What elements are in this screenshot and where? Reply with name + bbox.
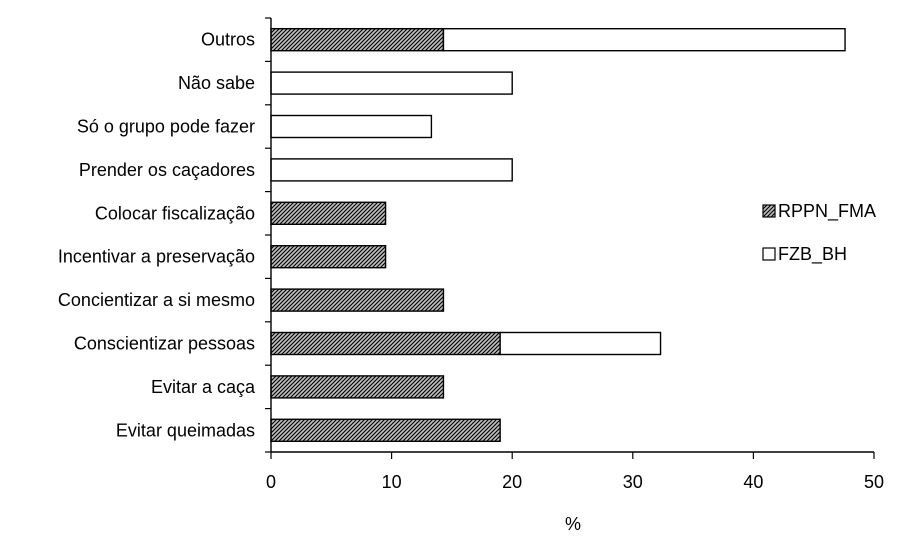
bar-rppn-fma-concientizar-a-si-mesmo <box>270 288 445 312</box>
category-label-conscientizar-pessoas: Conscientizar pessoas <box>74 334 255 354</box>
labels-layer: Outros Não sabe Só o grupo pode fazer Prend… <box>58 30 884 534</box>
bar-fzb-bh-outros <box>442 28 846 52</box>
bar-fzb-bh-nao-sabe <box>270 71 513 95</box>
category-label-colocar-fiscalizacao: Colocar fiscalização <box>95 203 255 223</box>
bar-fzb-bh-so-o-grupo-pode-fazer <box>270 114 433 139</box>
category-label-evitar-a-caca: Evitar a caça <box>151 377 256 397</box>
category-label-nao-sabe: Não sabe <box>178 73 255 93</box>
legend-swatch-rppn-fma <box>762 204 776 218</box>
x-tick-label: 50 <box>864 472 884 492</box>
bar-rppn-fma-colocar-fiscalizacao <box>270 201 387 226</box>
x-tick-label: 0 <box>266 472 276 492</box>
bar-fzb-bh-conscientizar-pessoas <box>499 331 662 356</box>
bar-fzb-bh-prender-os-cacadores <box>270 158 513 182</box>
bars-layer <box>270 28 846 442</box>
category-label-prender-os-cacadores: Prender os caçadores <box>79 160 255 180</box>
legend: RPPN_FMA FZB_BH <box>762 201 876 265</box>
legend-swatch-fzb-bh <box>762 247 776 261</box>
legend-label-fzb-bh: FZB_BH <box>778 244 847 265</box>
x-axis-label: % <box>565 514 581 534</box>
category-label-outros: Outros <box>201 30 255 50</box>
category-label-evitar-queimadas: Evitar queimadas <box>116 420 255 440</box>
bar-rppn-fma-evitar-a-caca <box>270 375 445 399</box>
x-tick-label: 20 <box>502 472 522 492</box>
legend-label-rppn-fma: RPPN_FMA <box>778 201 876 222</box>
bar-rppn-fma-evitar-queimadas <box>270 418 501 442</box>
bar-rppn-fma-incentivar-a-preservacao <box>270 244 387 269</box>
category-label-incentivar-a-preservacao: Incentivar a preservação <box>58 247 255 267</box>
x-tick-label: 10 <box>382 472 402 492</box>
category-label-concientizar-a-si-mesmo: Concientizar a si mesmo <box>58 290 255 310</box>
bar-rppn-fma-outros <box>270 28 445 52</box>
x-tick-label: 30 <box>623 472 643 492</box>
axes-layer <box>265 17 875 459</box>
bar-rppn-fma-conscientizar-pessoas <box>270 331 501 356</box>
x-tick-label: 40 <box>743 472 763 492</box>
category-label-so-o-grupo-pode-fazer: Só o grupo pode fazer <box>77 117 255 137</box>
